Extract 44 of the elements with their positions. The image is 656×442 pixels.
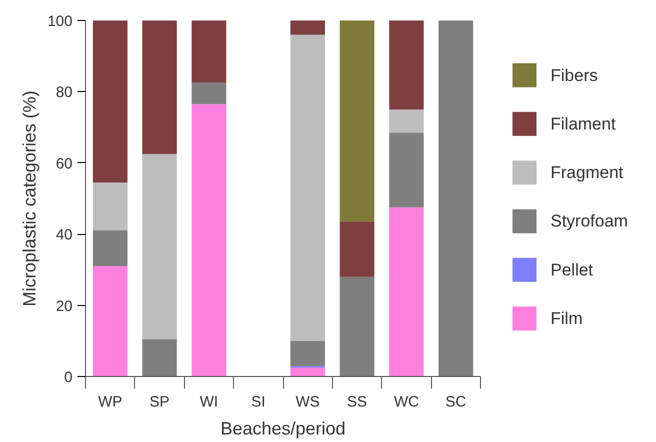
bar [389,110,424,133]
bar [389,207,424,376]
y-tick-label: 20 [56,298,73,315]
bar [142,154,177,340]
y-tick-label: 0 [64,369,72,386]
bar [92,182,128,231]
x-tick-label: SS [347,394,368,410]
bar [340,20,374,222]
legend-label: Styrofoam [550,212,628,231]
bar [142,20,177,154]
y-tick-label: 40 [56,226,73,244]
legend-label: Fragment [550,163,624,182]
x-axis-title: Beaches/period [220,418,346,438]
x-tick-label: WC [394,394,420,410]
x-tick-label: SI [251,394,266,410]
y-axis-title: Microplastic categories (%) [19,90,40,307]
bar [92,20,128,182]
x-tick-label: SC [445,394,466,410]
bar [192,82,226,104]
legend-label: Fibers [550,66,598,85]
x-tick-label: WP [98,394,122,410]
bar [290,340,325,366]
legend-label: Pellet [550,260,594,280]
bar [142,339,177,376]
bar [92,266,128,376]
x-tick-label: SP [150,394,170,410]
x-tick-label: WS [296,394,320,410]
bar [290,368,325,376]
legend-label: Filament [550,114,616,134]
bar [192,20,226,83]
bar [438,20,474,376]
bar [389,132,424,208]
y-tick-label: 60 [56,155,73,172]
bar [340,276,374,376]
bar [192,104,226,376]
bar [389,20,424,110]
bar [290,34,325,341]
y-tick-label: 100 [47,13,73,30]
legend-label: Film [550,309,583,328]
x-tick-label: WI [200,394,218,410]
bar [290,20,325,35]
bar [92,230,128,266]
y-tick-label: 80 [56,84,73,102]
bar [340,222,374,277]
